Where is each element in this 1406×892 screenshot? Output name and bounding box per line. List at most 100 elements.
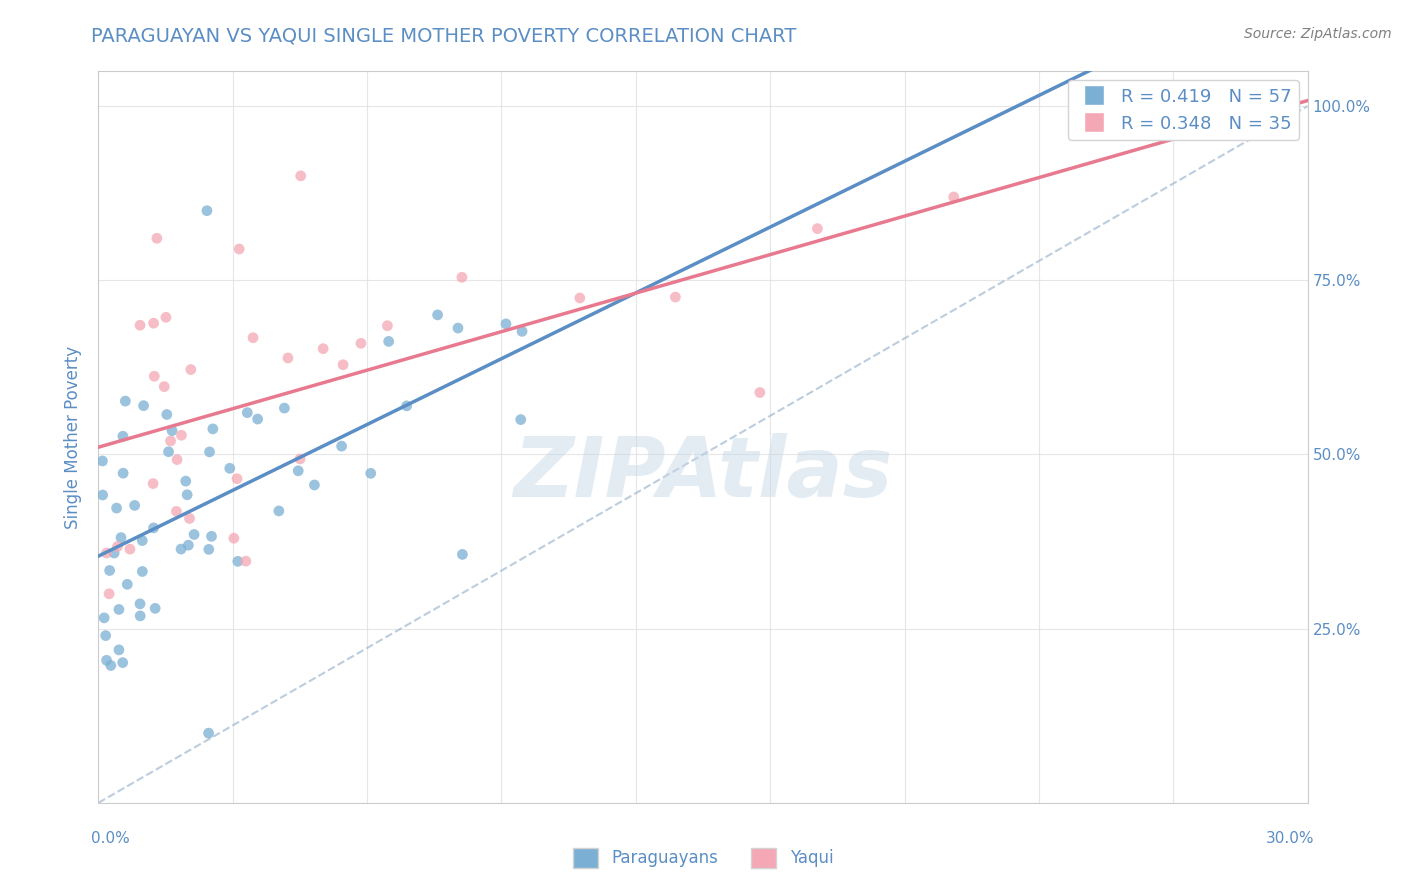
Point <box>451 548 474 562</box>
Point <box>111 429 134 443</box>
Text: PARAGUAYAN VS YAQUI SINGLE MOTHER POVERTY CORRELATION CHART: PARAGUAYAN VS YAQUI SINGLE MOTHER POVERT… <box>91 27 797 45</box>
Point <box>236 406 259 420</box>
Point <box>350 336 373 351</box>
Point <box>166 452 188 467</box>
Point <box>197 726 219 740</box>
Point <box>132 399 155 413</box>
Point <box>377 318 399 333</box>
Point <box>129 597 152 611</box>
Point <box>156 408 179 422</box>
Point <box>124 499 146 513</box>
Y-axis label: Single Mother Poverty: Single Mother Poverty <box>65 345 83 529</box>
Point <box>288 452 311 467</box>
Point <box>174 474 197 488</box>
Point <box>510 324 533 338</box>
Point <box>180 362 202 376</box>
Point <box>142 521 165 535</box>
Point <box>157 444 180 458</box>
Point <box>201 422 224 436</box>
Point <box>568 291 591 305</box>
Point <box>304 478 326 492</box>
Point <box>664 290 686 304</box>
Point <box>360 467 382 481</box>
Point <box>103 546 125 560</box>
Point <box>93 611 115 625</box>
Point <box>195 203 218 218</box>
Point <box>143 601 166 615</box>
Point <box>165 504 187 518</box>
Point <box>131 565 153 579</box>
Point <box>105 501 128 516</box>
Legend: R = 0.419   N = 57, R = 0.348   N = 35: R = 0.419 N = 57, R = 0.348 N = 35 <box>1069 80 1299 140</box>
Point <box>146 231 169 245</box>
Point <box>107 540 129 554</box>
Point <box>112 466 135 480</box>
Point <box>806 221 828 235</box>
Point <box>395 399 418 413</box>
Point <box>235 554 257 568</box>
Point <box>96 546 118 560</box>
Point <box>200 529 222 543</box>
Point <box>91 488 114 502</box>
Point <box>91 454 114 468</box>
Point <box>100 658 122 673</box>
Point <box>170 542 193 557</box>
Point <box>94 629 117 643</box>
Point <box>451 270 474 285</box>
Point <box>273 401 295 416</box>
Point <box>129 608 152 623</box>
Point <box>108 643 131 657</box>
Point <box>332 358 354 372</box>
Point <box>183 527 205 541</box>
Point <box>218 461 240 475</box>
Point <box>198 445 221 459</box>
Point <box>129 318 152 333</box>
Point <box>447 321 470 335</box>
Point <box>114 394 136 409</box>
Point <box>748 385 770 400</box>
Point <box>170 428 193 442</box>
Point <box>110 531 132 545</box>
Point <box>242 331 264 345</box>
Point <box>228 242 250 256</box>
Point <box>312 342 335 356</box>
Point <box>143 369 166 384</box>
Point <box>108 602 131 616</box>
Point <box>377 334 399 349</box>
Point <box>160 424 183 438</box>
Point <box>179 511 201 525</box>
Point <box>222 531 245 545</box>
Point <box>111 656 134 670</box>
Point <box>198 542 221 557</box>
Point <box>177 538 200 552</box>
Point <box>246 412 269 426</box>
Point <box>176 488 198 502</box>
Point <box>277 351 299 365</box>
Point <box>98 587 121 601</box>
Text: 0.0%: 0.0% <box>91 831 131 846</box>
Text: Source: ZipAtlas.com: Source: ZipAtlas.com <box>1244 27 1392 41</box>
Point <box>153 379 176 393</box>
Point <box>142 316 165 330</box>
Point <box>155 310 177 325</box>
Legend: Paraguayans, Yaqui: Paraguayans, Yaqui <box>567 841 839 875</box>
Text: ZIPAtlas: ZIPAtlas <box>513 434 893 514</box>
Point <box>495 317 517 331</box>
Point <box>96 653 118 667</box>
Point <box>330 439 353 453</box>
Point <box>226 472 249 486</box>
Point <box>98 564 121 578</box>
Point <box>118 542 141 557</box>
Point <box>117 577 139 591</box>
Point <box>290 169 312 183</box>
Point <box>287 464 309 478</box>
Point <box>131 533 153 548</box>
Text: 30.0%: 30.0% <box>1267 831 1315 846</box>
Point <box>159 434 181 448</box>
Point <box>509 412 531 426</box>
Point <box>267 504 290 518</box>
Point <box>226 554 249 568</box>
Point <box>142 476 165 491</box>
Point <box>942 190 965 204</box>
Point <box>426 308 449 322</box>
